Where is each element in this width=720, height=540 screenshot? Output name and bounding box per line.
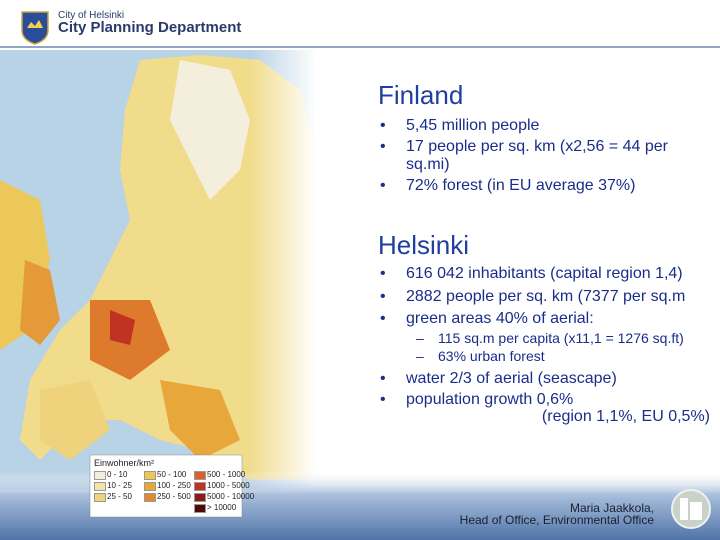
bullet-text: population growth 0,6% xyxy=(406,391,574,408)
legend-label: 250 - 500 xyxy=(157,492,191,501)
legend-label: 25 - 50 xyxy=(107,492,132,501)
legend-swatch xyxy=(94,493,106,502)
legend-label: > 10000 xyxy=(207,503,237,512)
sub-bullet-text: 63% urban forest xyxy=(438,348,545,364)
legend-title: Einwohner/km² xyxy=(94,458,155,468)
legend-swatch xyxy=(144,471,156,480)
legend-label: 50 - 100 xyxy=(157,470,187,479)
bullet-marker: • xyxy=(380,265,386,282)
legend-box xyxy=(89,454,243,518)
legend-swatch xyxy=(94,471,106,480)
bullet-text: 5,45 million people xyxy=(406,117,540,134)
legend-swatch xyxy=(194,471,206,480)
legend-swatch xyxy=(144,482,156,491)
sub-bullet-text: 115 sq.m per capita (x11,1 = 1276 sq.ft) xyxy=(438,330,684,346)
legend-swatch xyxy=(94,482,106,491)
header-department: City Planning Department xyxy=(58,19,242,36)
bullet-text: 17 people per sq. km (x2,56 = 44 per sq.… xyxy=(406,138,668,173)
bullet-text: green areas 40% of aerial: xyxy=(406,310,594,327)
footer-role: Head of Office, Environmental Office xyxy=(459,513,654,527)
sub-marker: – xyxy=(416,330,424,346)
section-title: Helsinki xyxy=(378,230,470,260)
sub-marker: – xyxy=(416,348,424,364)
legend-label: 100 - 250 xyxy=(157,481,191,490)
bullet-marker: • xyxy=(380,310,386,327)
bullet-marker: • xyxy=(380,370,386,387)
bullet-marker: • xyxy=(380,117,386,134)
bullet-text: water 2/3 of aerial (seascape) xyxy=(406,370,617,387)
bullet-text: 2882 people per sq. km (7377 per sq.m xyxy=(406,288,686,305)
footer: Maria Jaakkola, Head of Office, Environm… xyxy=(460,502,654,526)
bullet-text-cont: (region 1,1%, EU 0,5%) xyxy=(541,408,710,425)
legend-label: 10 - 25 xyxy=(107,481,132,490)
legend-label: 500 - 1000 xyxy=(207,470,246,479)
bullet-marker: • xyxy=(380,288,386,305)
header-org: City of Helsinki xyxy=(58,10,125,21)
bullet-text: 616 042 inhabitants (capital region 1,4) xyxy=(406,265,683,282)
section-title: Finland xyxy=(378,80,464,110)
bullet-marker: • xyxy=(380,138,386,155)
legend-swatch xyxy=(194,504,206,513)
legend-swatch xyxy=(194,493,206,502)
footer-icon xyxy=(671,489,711,529)
map-fade xyxy=(250,50,316,490)
legend-label: 1000 - 5000 xyxy=(207,481,250,490)
map xyxy=(0,55,315,480)
logo xyxy=(21,11,49,45)
legend-swatch xyxy=(144,493,156,502)
bullet-marker: • xyxy=(380,391,386,408)
legend-label: 5000 - 10000 xyxy=(207,492,255,501)
bullet-text: 72% forest (in EU average 37%) xyxy=(406,177,636,194)
footer-name: Maria Jaakkola, xyxy=(569,501,654,515)
legend-swatch xyxy=(194,482,206,491)
bullet-marker: • xyxy=(380,177,386,194)
legend-label: 0 - 10 xyxy=(107,470,128,479)
